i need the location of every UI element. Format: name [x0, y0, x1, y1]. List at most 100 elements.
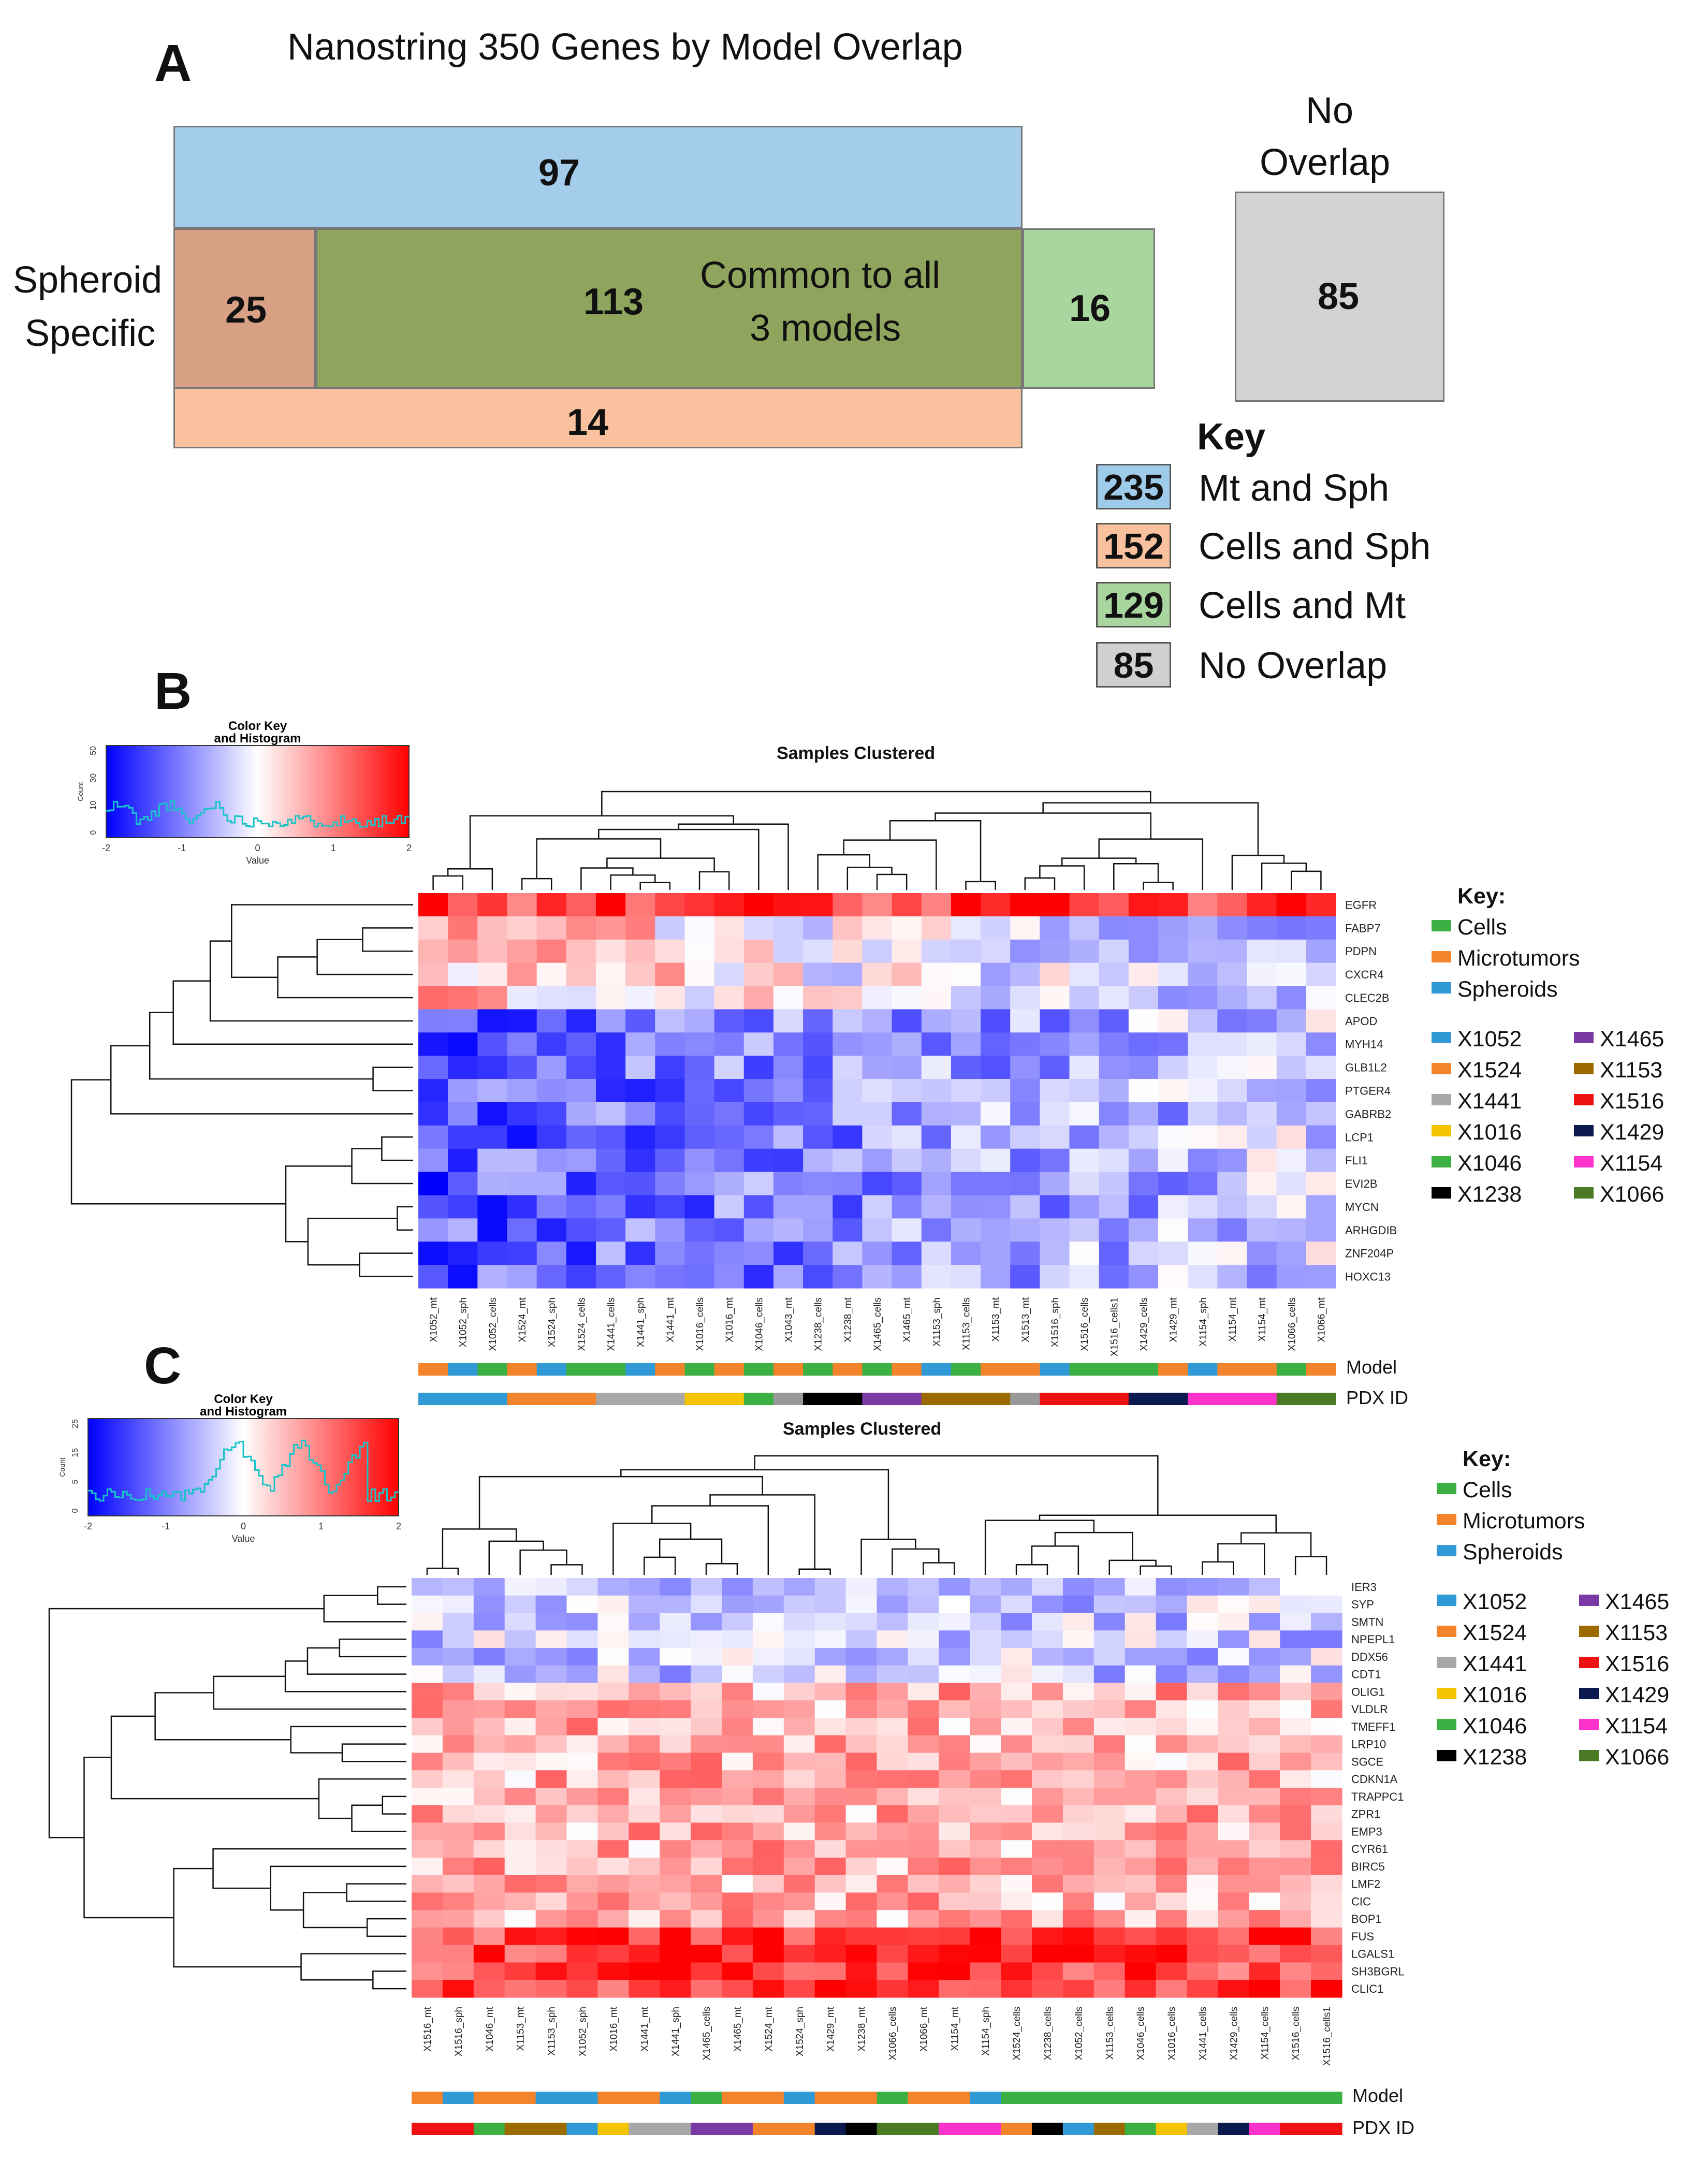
- panel-c-cell: [939, 1683, 970, 1701]
- panel-b-cell: [981, 1102, 1011, 1126]
- panel-c-cell: [783, 1613, 815, 1631]
- panel-c-cell: [535, 1805, 567, 1823]
- panel-c-cell: [660, 1753, 691, 1771]
- panel-b-cell: [1069, 1148, 1100, 1173]
- panel-c-cell: [504, 1700, 536, 1718]
- panel-c-gene-label: EMP3: [1351, 1825, 1382, 1838]
- panel-b-cell: [1128, 1009, 1159, 1033]
- panel-c-cell: [970, 1595, 1001, 1614]
- panel-b-cell: [566, 1218, 596, 1242]
- panel-c-cell: [908, 1928, 939, 1946]
- panel-c-gene-label: BIRC5: [1351, 1860, 1385, 1873]
- panel-c-cell: [597, 1805, 629, 1823]
- panel-b-cell: [1069, 1218, 1100, 1242]
- panel-c-cell: [845, 1648, 878, 1666]
- panel-b-cell: [1188, 1032, 1218, 1056]
- panel-b-model-cell: [773, 1363, 804, 1376]
- panel-c-cell: [845, 1822, 878, 1841]
- panel-c-cell: [660, 1875, 691, 1893]
- panel-b-cell: [981, 1195, 1011, 1219]
- legend-c-pdx-label-x1238: X1238: [1463, 1745, 1527, 1770]
- panel-b-cell: [921, 1009, 952, 1033]
- panel-c-cell: [660, 1595, 691, 1614]
- panel-c-cell: [845, 1770, 878, 1788]
- panel-c-cell: [473, 1822, 505, 1841]
- panel-b-cell: [892, 916, 922, 940]
- panel-c-cell: [752, 1910, 784, 1928]
- panel-c-cell: [442, 1858, 474, 1876]
- panel-b-cell: [477, 1125, 508, 1149]
- panel-b-cell: [1247, 1195, 1277, 1219]
- panel-c-cell: [752, 1928, 784, 1946]
- panel-b-cell: [536, 1079, 567, 1103]
- panel-b-cell: [1010, 1195, 1040, 1219]
- legend-c-pdx-label-x1052: X1052: [1463, 1589, 1527, 1614]
- panel-c-key-title-1: Color Key: [214, 1392, 273, 1406]
- legend-c-spheroids: Spheroids: [1463, 1540, 1563, 1565]
- panel-b-cell: [1158, 916, 1188, 940]
- panel-c-cell: [1125, 1700, 1157, 1718]
- panel-c-cell: [752, 1753, 784, 1771]
- panel-c-cell: [1280, 1630, 1311, 1648]
- panel-c-cell: [629, 1718, 660, 1736]
- panel-b-cell: [655, 1195, 685, 1219]
- panel-b-cell: [418, 1032, 448, 1056]
- panel-c-cell: [877, 1630, 908, 1648]
- panel-b-cell: [981, 1242, 1011, 1265]
- panel-b-cell: [566, 1102, 596, 1126]
- panel-c-pdx-cell: [442, 2123, 474, 2135]
- panel-b-cell: [714, 1218, 744, 1242]
- panel-b-cell: [1217, 1218, 1248, 1242]
- panel-c-cell: [473, 1630, 505, 1648]
- panel-c-sample-label: X1441_mt: [639, 2006, 650, 2051]
- panel-c-cell: [1125, 1665, 1157, 1684]
- panel-b-cell: [1247, 986, 1277, 1010]
- panel-c-cell: [1093, 1892, 1126, 1910]
- panel-c-cell: [1187, 1595, 1218, 1614]
- legend-c-pdx-swatch-x1465: [1579, 1595, 1599, 1606]
- panel-c-cell: [504, 1578, 536, 1596]
- panel-b-cell: [714, 939, 744, 963]
- panel-b-cell: [862, 1195, 893, 1219]
- panel-c-sample-label: X1238_cells: [1043, 2007, 1054, 2061]
- panel-b-col-branch: [817, 854, 870, 890]
- panel-c-cell: [752, 1735, 784, 1754]
- panel-c-cell: [629, 1578, 660, 1596]
- panel-c-cell: [1062, 1683, 1094, 1701]
- panel-c-cell: [722, 1648, 753, 1666]
- panel-c-cell: [1093, 1735, 1126, 1754]
- panel-c-cell: [566, 1858, 598, 1876]
- panel-b-cell: [1010, 939, 1040, 963]
- panel-c-count-tick: 0: [71, 1508, 80, 1513]
- panel-b-cell: [1306, 893, 1336, 917]
- panel-c-cell: [970, 1980, 1001, 1998]
- panel-b-cell: [892, 1148, 922, 1173]
- panel-c-cell: [473, 1770, 505, 1788]
- panel-c-cell: [691, 1613, 722, 1631]
- panel-b-cell: [1306, 1172, 1336, 1196]
- panel-b-cell: [921, 1172, 952, 1196]
- panel-b-cell: [1306, 1056, 1336, 1079]
- panel-b-cell: [1158, 1218, 1188, 1242]
- panel-b-gene-label: HOXC13: [1345, 1271, 1391, 1283]
- panel-c-cell: [1311, 1700, 1342, 1718]
- spheroid-specific-label-1: Spheroid: [13, 259, 163, 301]
- panel-c-cell: [1280, 1945, 1311, 1963]
- panel-c-cell: [845, 1595, 878, 1614]
- panel-b-cell: [1158, 1195, 1188, 1219]
- panel-b-cell: [743, 1032, 774, 1056]
- panel-c-cell: [1187, 1665, 1218, 1684]
- panel-b-cell: [1040, 1056, 1070, 1079]
- panel-c-cell: [535, 1630, 567, 1648]
- legend-b-swatch-cells: [1432, 920, 1451, 931]
- panel-c-cell: [691, 1753, 722, 1771]
- panel-b-row-branch: [70, 1079, 286, 1205]
- panel-b-model-cell: [1099, 1363, 1129, 1376]
- panel-b-cell: [477, 1265, 508, 1289]
- panel-b-pdx-cell: [833, 1393, 863, 1405]
- panel-c-cell: [722, 1630, 753, 1648]
- panel-c-cell: [1093, 1753, 1126, 1771]
- panel-c-cell: [1125, 1858, 1157, 1876]
